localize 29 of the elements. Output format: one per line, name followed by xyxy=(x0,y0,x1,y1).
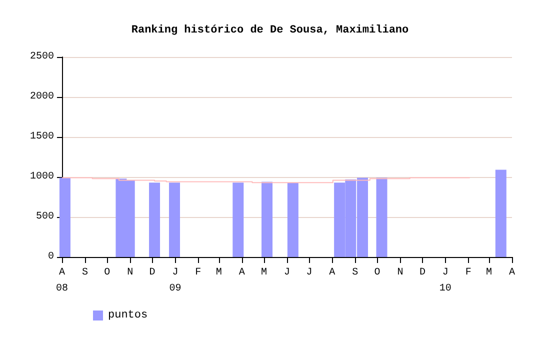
y-tick-label: 1000 xyxy=(30,172,54,182)
x-tick-label: N xyxy=(127,268,134,278)
y-tick-label: 1500 xyxy=(30,132,54,142)
y-tick-label: 0 xyxy=(48,252,54,262)
x-tick-label: A xyxy=(508,268,516,278)
x-tick-label: A 08 xyxy=(56,268,68,294)
x-tick-label: N xyxy=(397,268,404,278)
x-tick-label: J xyxy=(306,268,312,278)
x-tick-label: J 09 xyxy=(169,268,182,294)
x-tick-label: J 10 xyxy=(439,268,452,294)
x-tick-label: A xyxy=(329,268,336,278)
x-tick-label: D xyxy=(149,268,156,278)
y-tick-label: 2000 xyxy=(30,92,54,102)
x-tick-label: J xyxy=(284,268,290,278)
x-tick-label: F xyxy=(465,268,472,278)
x-tick-label: A xyxy=(238,268,245,278)
chart-title: Ranking histórico de De Sousa, Maximiliano xyxy=(131,24,410,36)
x-tick-label: M xyxy=(216,268,222,278)
legend-label: puntos xyxy=(108,310,148,322)
x-tick-label: D xyxy=(419,268,426,278)
x-tick-label: S xyxy=(352,268,358,278)
x-tick-label: M xyxy=(486,268,492,278)
x-tick-label: O xyxy=(104,268,110,278)
y-tick-label: 2500 xyxy=(30,52,54,62)
x-tick-label: M xyxy=(261,268,268,278)
x-tick-label: S xyxy=(82,268,88,278)
x-tick-label: O xyxy=(374,268,380,278)
y-tick-label: 500 xyxy=(36,212,54,222)
x-tick-label: F xyxy=(195,268,202,278)
